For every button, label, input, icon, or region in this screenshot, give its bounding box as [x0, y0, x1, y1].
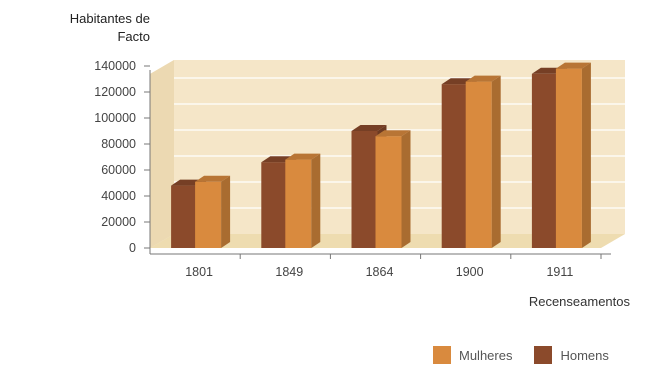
x-axis-title: Recenseamentos	[528, 294, 630, 309]
y-tick-label: 80000	[101, 137, 136, 151]
bar-side-mulheres-1911	[581, 62, 591, 248]
bar-top-mulheres-1849	[285, 153, 321, 160]
x-tick-label: 1900	[456, 265, 484, 279]
bar-side-mulheres-1900	[491, 75, 501, 248]
bar-side-mulheres-1864	[401, 130, 411, 248]
bar-mulheres-1911	[555, 68, 582, 248]
y-tick-label: 100000	[94, 111, 136, 125]
bar-homens-1911	[531, 73, 558, 248]
x-tick-label: 1849	[275, 265, 303, 279]
legend-label-mulheres: Mulheres	[459, 347, 513, 363]
bar-top-mulheres-1911	[555, 62, 591, 69]
bar-homens-1900	[441, 84, 468, 248]
y-tick-label: 120000	[94, 85, 136, 99]
y-tick-label: 40000	[101, 189, 136, 203]
bar-mulheres-1864	[375, 136, 402, 248]
x-tick-label: 1911	[546, 265, 573, 279]
legend-swatch-mulheres	[433, 346, 451, 364]
y-tick-label: 20000	[101, 215, 136, 229]
legend-item-mulheres: Mulheres	[433, 346, 512, 364]
y-axis-title: Habitantes de Facto	[40, 10, 150, 46]
bar-top-mulheres-1801	[195, 175, 231, 182]
bar-top-homens-1864	[351, 125, 387, 131]
bar-homens-1801	[171, 185, 198, 248]
y-tick-label: 140000	[94, 59, 136, 73]
bar-mulheres-1801	[195, 181, 222, 248]
legend-label-homens: Homens	[560, 347, 609, 363]
y-axis-title-line-1: Habitantes de	[69, 11, 150, 26]
bar-top-mulheres-1864	[375, 130, 411, 137]
bar-side-mulheres-1849	[311, 153, 321, 248]
legend-swatch-homens	[534, 346, 553, 364]
x-tick-label: 1801	[185, 265, 213, 279]
legend: Mulheres Homens	[433, 345, 631, 365]
y-axis-title-line-2: Facto	[117, 29, 150, 44]
bar-mulheres-1849	[285, 159, 312, 248]
bar-homens-1864	[351, 131, 378, 248]
bar-top-mulheres-1900	[465, 75, 501, 82]
y-tick-label: 60000	[101, 163, 136, 177]
plot-side-wall	[150, 60, 174, 248]
x-tick-label: 1864	[366, 265, 394, 279]
bar-side-mulheres-1801	[221, 175, 231, 248]
bar-mulheres-1900	[465, 81, 492, 248]
y-tick-label: 0	[129, 241, 136, 255]
bar-homens-1849	[261, 162, 288, 248]
legend-item-homens: Homens	[534, 346, 609, 364]
